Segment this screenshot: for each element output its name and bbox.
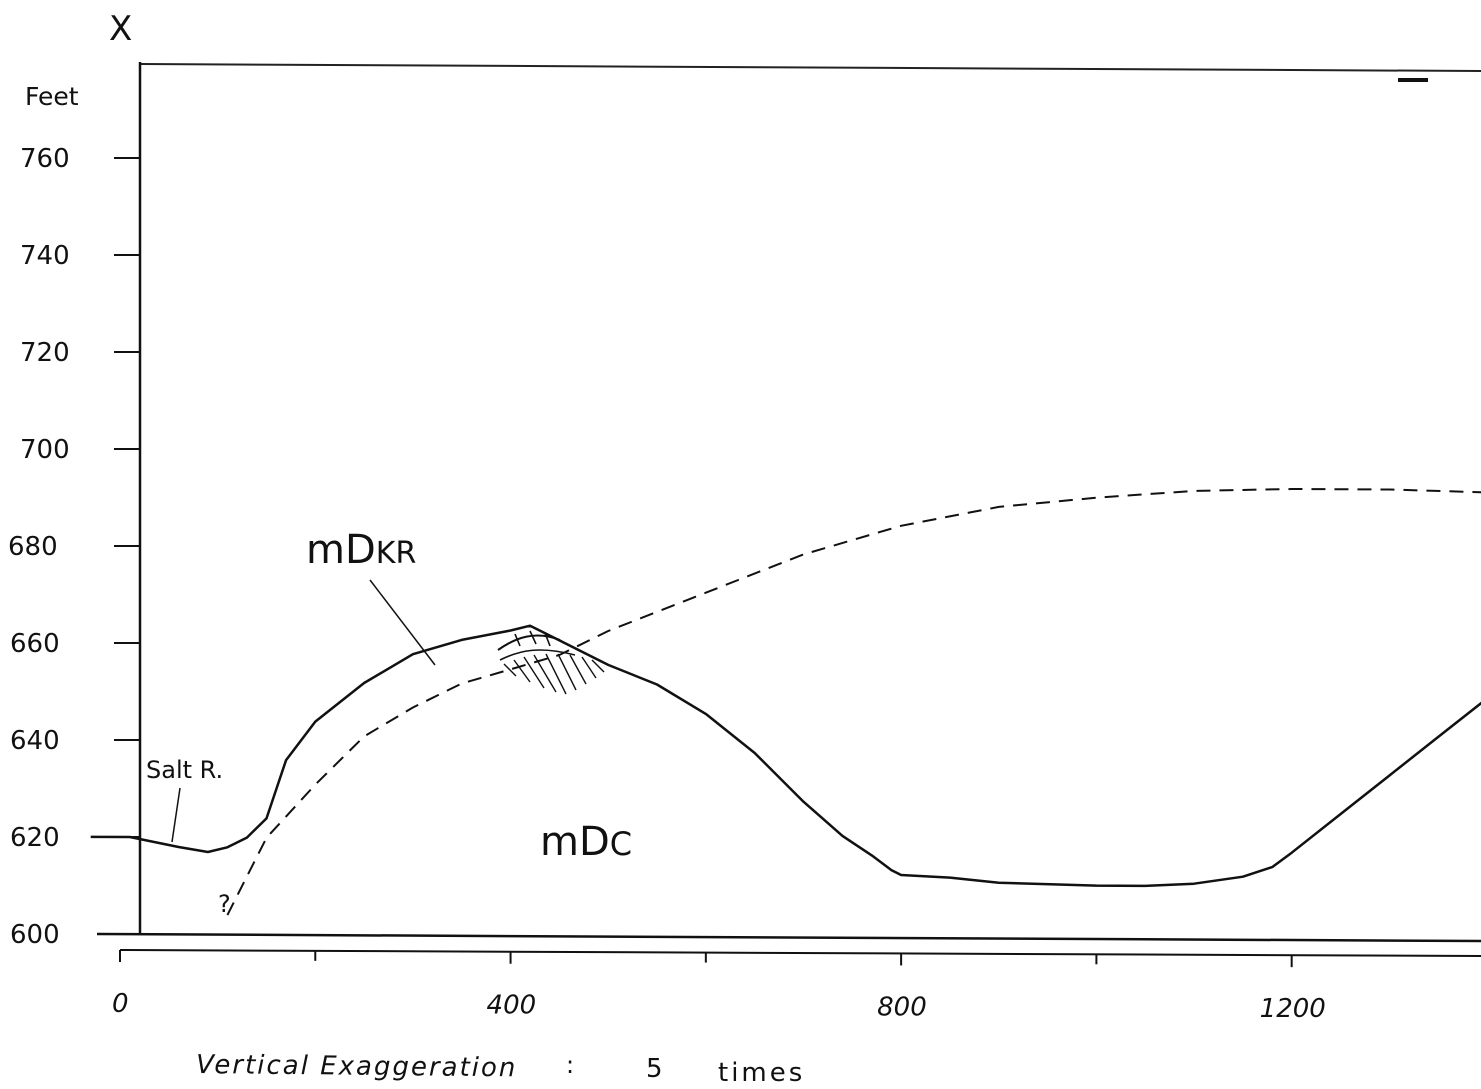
unit-label-mdkr-sub: KR (376, 536, 417, 571)
y-tick-label: 620 (10, 823, 60, 853)
x-tick-label: 0 (112, 989, 129, 1019)
uncertain-contact-mark: ? (218, 890, 231, 918)
unit-label-mdkr-main: mD (306, 527, 376, 573)
y-tick-label: 700 (20, 435, 70, 465)
x-tick-label: 400 (487, 991, 537, 1021)
caption-colon: : (566, 1051, 574, 1079)
y-axis-unit-label: Feet (25, 82, 79, 111)
ground-surface-profile (90, 624, 1481, 888)
unit-label-mdc: mDC (540, 819, 632, 865)
y-tick-label: 720 (20, 338, 70, 368)
y-tick-label: 600 (10, 920, 60, 950)
y-tick-label: 740 (20, 241, 70, 271)
hatched-outcrop-symbol (497, 630, 605, 695)
corner-x-mark: X (109, 9, 132, 49)
y-axis-ticks: 600 620 640 660 680 700 720 740 760 (8, 144, 140, 950)
y-tick-label: 640 (10, 726, 60, 756)
baseline-600 (96, 932, 1481, 943)
mdkr-leader-line (369, 579, 436, 666)
vertical-exaggeration-value: 5 (646, 1054, 663, 1084)
vertical-exaggeration-unit: times (718, 1058, 805, 1088)
unit-label-mdc-sub: C (610, 825, 632, 863)
x-tick-label: 800 (877, 992, 927, 1022)
dashed-contact-line (226, 487, 1481, 916)
x-axis-ticks: 0 400 800 1200 (112, 950, 1326, 1024)
y-tick-label: 660 (10, 629, 60, 659)
x-axis-line (119, 949, 1481, 957)
salt-river-label: Salt R. (146, 756, 223, 784)
unit-label-mdc-main: mD (540, 819, 610, 865)
vertical-exaggeration-caption: Vertical Exaggeration (196, 1050, 518, 1083)
y-tick-label: 760 (20, 144, 70, 174)
unit-label-mdkr: mDKR (306, 527, 416, 573)
top-border-line (139, 63, 1481, 72)
y-tick-label: 680 (8, 532, 58, 562)
x-tick-label: 1200 (1260, 994, 1326, 1024)
salt-river-leader-line (171, 787, 181, 843)
